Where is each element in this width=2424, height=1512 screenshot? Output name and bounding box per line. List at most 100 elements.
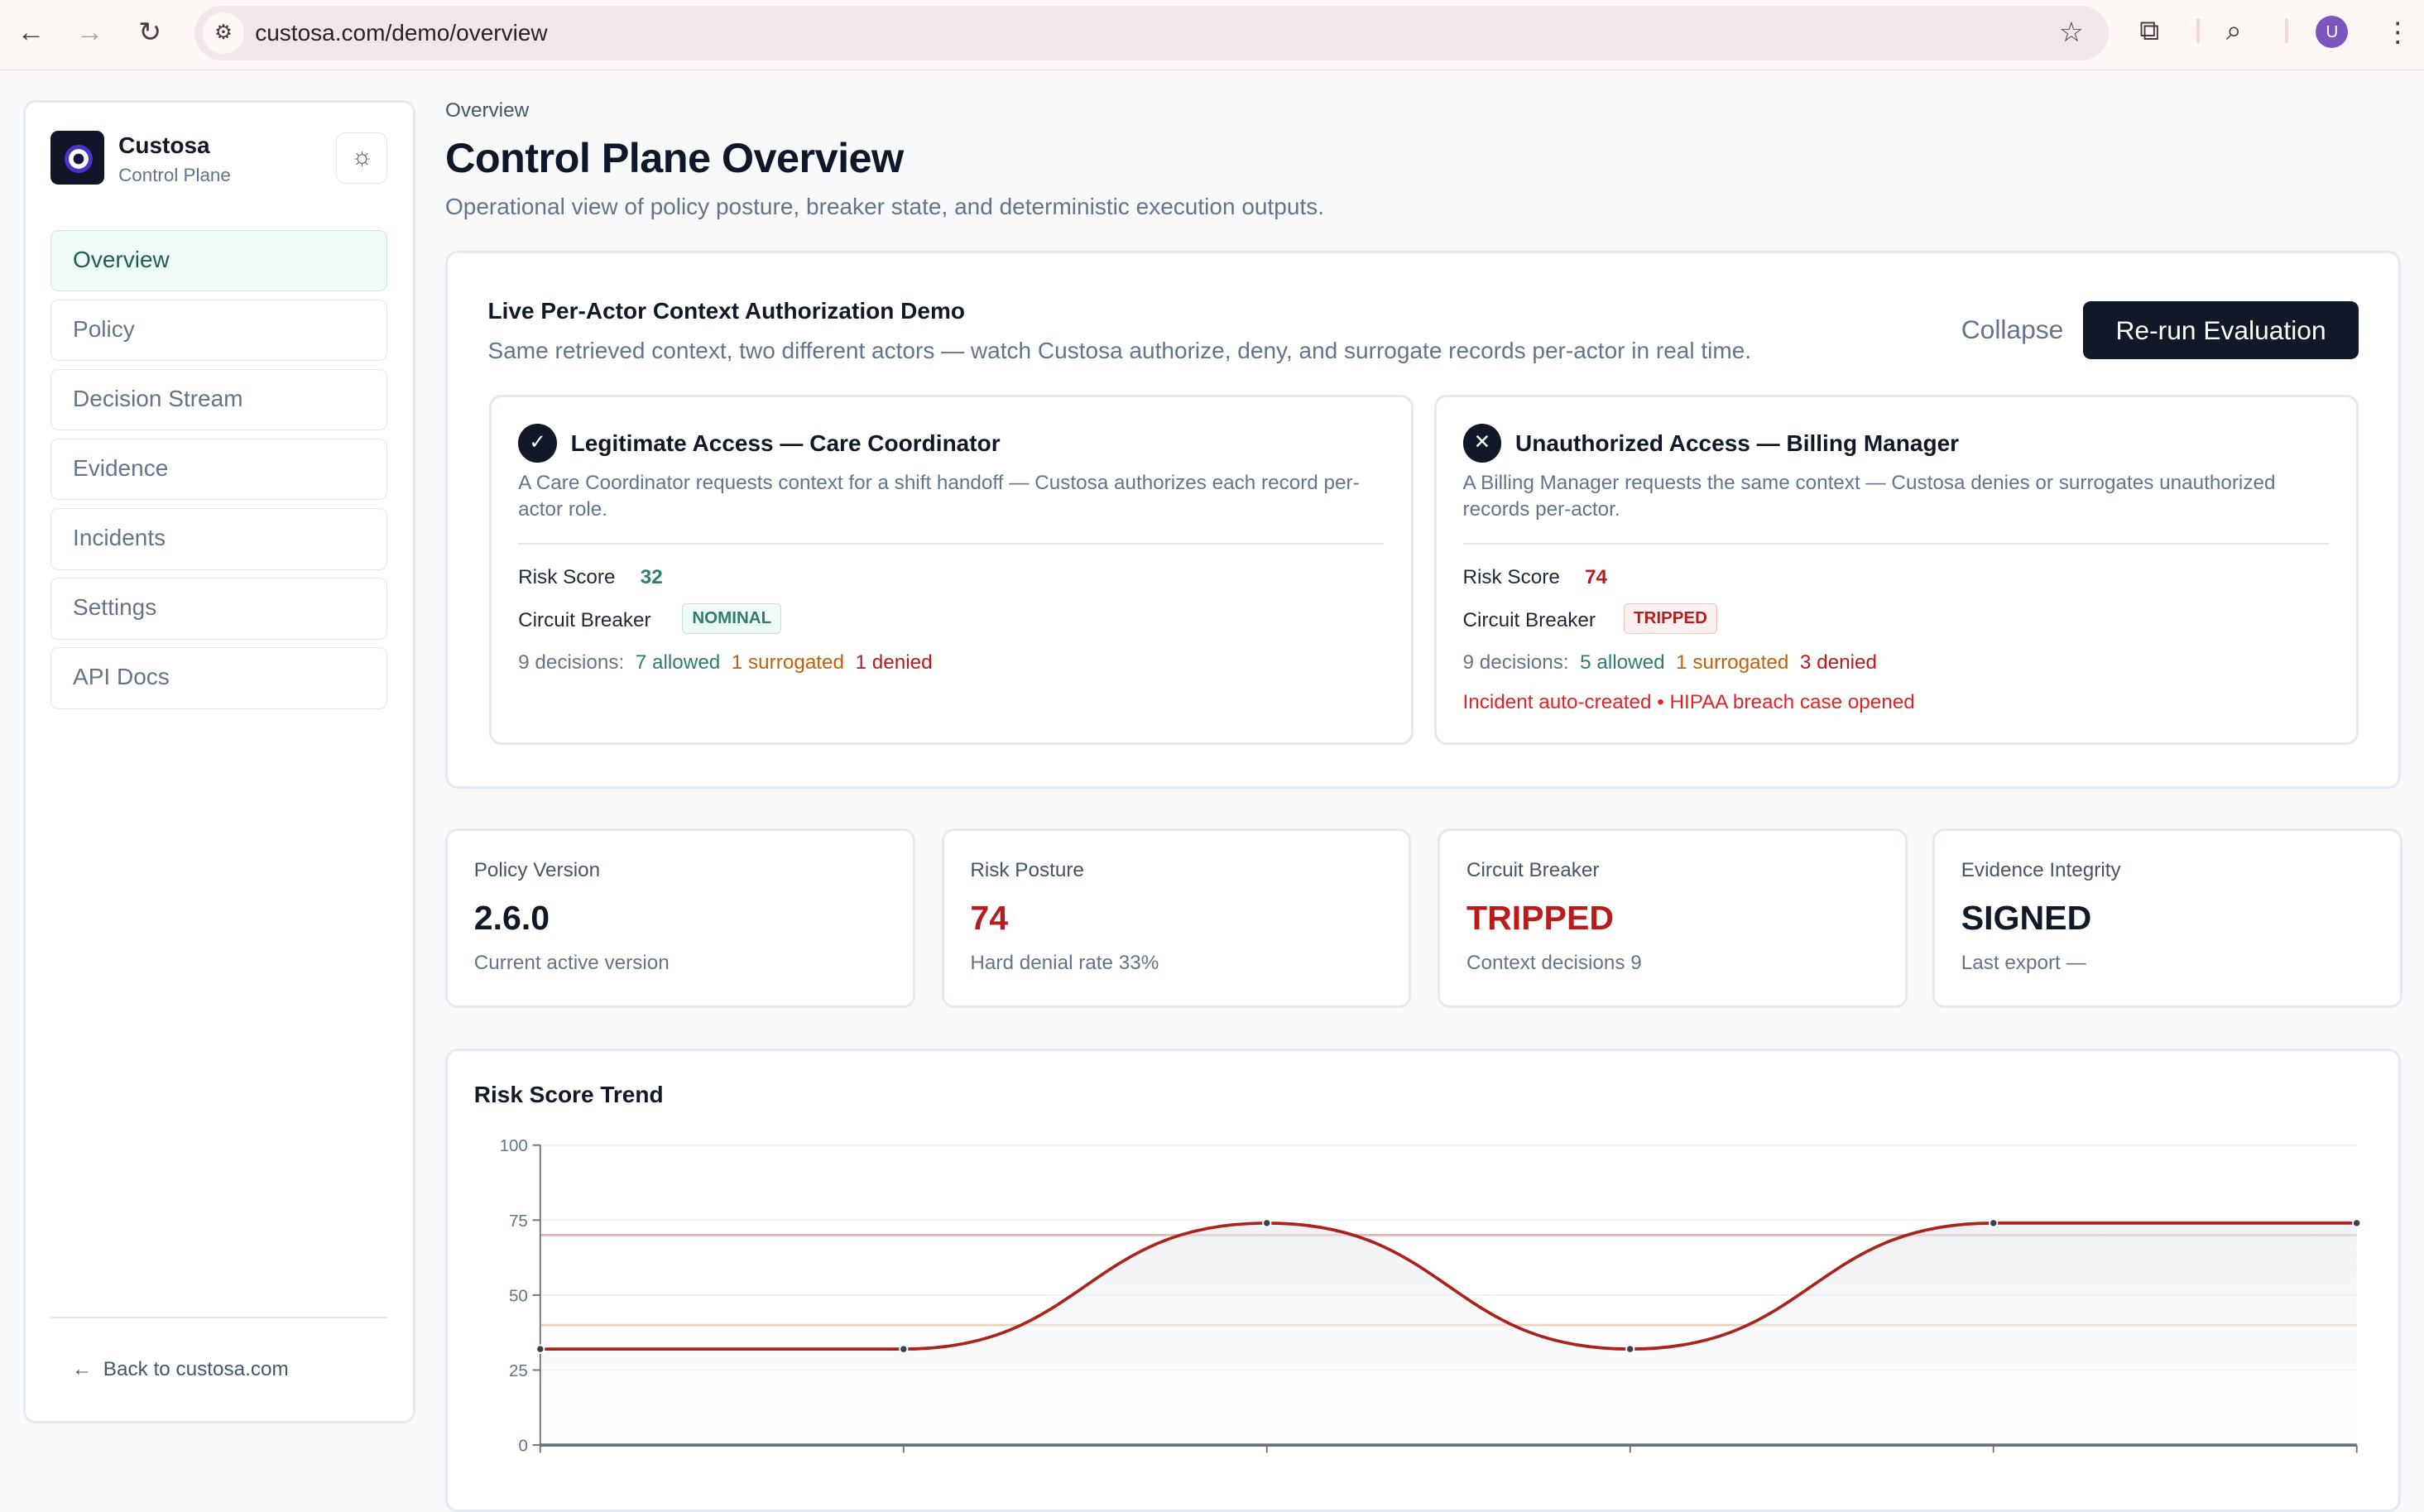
- stat-label: Risk Posture: [970, 858, 1084, 881]
- area-fill: [540, 1222, 2357, 1445]
- stat-card-risk-posture: Risk Posture 74 Hard denial rate 33%: [941, 828, 1412, 1008]
- extensions-icon[interactable]: ⧉: [2139, 15, 2160, 46]
- risk-score-value: 32: [640, 566, 663, 589]
- x-icon: ✕: [1462, 424, 1502, 463]
- actor-title: Legitimate Access — Care Coordinator: [570, 430, 1001, 456]
- chart-title: Risk Score Trend: [473, 1081, 664, 1107]
- actor-description: A Billing Manager requests the same cont…: [1462, 472, 2276, 521]
- y-tick-label: 100: [500, 1136, 528, 1155]
- brand-name: Custosa: [118, 132, 210, 158]
- y-tick-label: 25: [509, 1361, 528, 1380]
- stat-label: Evidence Integrity: [1961, 858, 2121, 881]
- circuit-breaker-label: Circuit Breaker: [518, 609, 651, 632]
- sidebar-item-policy[interactable]: Policy: [50, 299, 388, 362]
- actor-title: Unauthorized Access — Billing Manager: [1515, 430, 1960, 456]
- stat-sub: Hard denial rate 33%: [970, 951, 1159, 974]
- arrow-left-icon: ←: [72, 1358, 103, 1381]
- brand-subtitle: Control Plane: [118, 165, 231, 186]
- divider: [1462, 543, 2329, 545]
- stat-value: 74: [970, 899, 1009, 938]
- address-bar[interactable]: ⚙ custosa.com/demo/overview ☆: [194, 6, 2109, 60]
- stat-card-evidence-integrity: Evidence Integrity SIGNED Last export —: [1932, 828, 2402, 1008]
- sidebar-item-incidents[interactable]: Incidents: [50, 507, 388, 570]
- site-settings-icon[interactable]: ⚙: [202, 12, 245, 55]
- star-icon[interactable]: ☆: [2058, 17, 2085, 48]
- data-point: [535, 1344, 545, 1354]
- stat-sub: Context decisions 9: [1466, 951, 1642, 974]
- collapse-button[interactable]: Collapse: [1961, 314, 2064, 345]
- stat-value: 2.6.0: [473, 899, 550, 938]
- actor-description: A Care Coordinator requests context for …: [518, 472, 1360, 521]
- y-tick-label: 0: [519, 1436, 528, 1455]
- forward-icon[interactable]: →: [75, 17, 104, 48]
- sidebar-item-api-docs[interactable]: API Docs: [50, 646, 388, 709]
- denied-count: 1 denied: [855, 650, 933, 674]
- incident-notice: Incident auto-created • HIPAA breach cas…: [1462, 691, 1915, 714]
- data-point: [1989, 1218, 1999, 1228]
- profile-avatar[interactable]: U: [2316, 15, 2349, 48]
- decisions-label: 9 decisions:: [1462, 650, 1569, 674]
- separator: [2284, 18, 2288, 44]
- decision-summary: 9 decisions: 5 allowed 1 surrogated 3 de…: [1463, 651, 1878, 674]
- back-icon[interactable]: ←: [17, 17, 46, 48]
- check-icon: ✓: [518, 424, 557, 463]
- stat-value: SIGNED: [1961, 899, 2092, 938]
- allowed-count: 7 allowed: [635, 650, 721, 674]
- decisions-label: 9 decisions:: [518, 650, 625, 674]
- sidebar-item-overview[interactable]: Overview: [50, 229, 388, 292]
- series-line: [540, 1221, 2357, 1351]
- status-badge: NOMINAL: [682, 602, 782, 635]
- risk-score-label: Risk Score: [518, 566, 616, 589]
- allowed-count: 5 allowed: [1580, 650, 1665, 674]
- risk-trend-card: Risk Score Trend 100 75 50 25 0: [444, 1048, 2401, 1512]
- url-text[interactable]: custosa.com/demo/overview: [255, 20, 548, 46]
- stat-label: Policy Version: [473, 858, 601, 881]
- circuit-breaker-label: Circuit Breaker: [1462, 609, 1596, 632]
- back-link[interactable]: ← Back to custosa.com: [72, 1358, 289, 1381]
- y-tick-label: 75: [509, 1212, 528, 1231]
- menu-icon[interactable]: ⋮: [2383, 17, 2412, 48]
- risk-score-label: Risk Score: [1462, 566, 1560, 589]
- breadcrumb: Overview: [444, 98, 530, 122]
- surrogated-count: 1 surrogated: [1676, 650, 1789, 674]
- demo-panel: Live Per-Actor Context Authorization Dem…: [444, 250, 2401, 789]
- stat-sub: Current active version: [473, 951, 670, 974]
- risk-score-chart: 100 75 50 25 0: [500, 1136, 2362, 1455]
- reload-icon[interactable]: ↻: [138, 17, 162, 48]
- data-point: [899, 1344, 909, 1354]
- sun-icon: ☼: [350, 142, 373, 170]
- decision-summary: 9 decisions: 7 allowed 1 surrogated 1 de…: [518, 651, 933, 674]
- stat-value: TRIPPED: [1466, 899, 1615, 938]
- page-subtitle: Operational view of policy posture, brea…: [444, 193, 1325, 219]
- surrogated-count: 1 surrogated: [731, 650, 845, 674]
- demo-subtitle: Same retrieved context, two different ac…: [487, 338, 1752, 364]
- data-point: [2352, 1218, 2362, 1228]
- tab-search-icon[interactable]: ⌕: [2225, 15, 2242, 46]
- stat-sub: Last export —: [1961, 951, 2086, 974]
- divider: [518, 543, 1385, 545]
- actor-card-unauthorized: ✕ Unauthorized Access — Billing Manager …: [1433, 395, 2359, 745]
- divider: [50, 1316, 388, 1318]
- status-badge: TRIPPED: [1623, 602, 1718, 635]
- risk-score-value: 74: [1585, 566, 1608, 589]
- browser-toolbar: ← → ↻ ⚙ custosa.com/demo/overview ☆ ⧉ ⌕ …: [0, 0, 2424, 71]
- stat-card-policy-version: Policy Version 2.6.0 Current active vers…: [444, 828, 915, 1008]
- data-point: [1625, 1344, 1635, 1354]
- page-title: Control Plane Overview: [444, 133, 904, 181]
- theme-toggle-button[interactable]: ☼: [336, 132, 388, 184]
- sidebar: Custosa Control Plane ☼ Overview Policy …: [23, 100, 416, 1424]
- separator: [2196, 18, 2201, 44]
- data-point: [1262, 1218, 1272, 1228]
- sidebar-item-evidence[interactable]: Evidence: [50, 438, 388, 501]
- sidebar-item-settings[interactable]: Settings: [50, 577, 388, 640]
- sidebar-item-decision-stream[interactable]: Decision Stream: [50, 368, 388, 431]
- back-link-label: Back to custosa.com: [103, 1358, 289, 1381]
- actor-card-legitimate: ✓ Legitimate Access — Care Coordinator A…: [489, 395, 1414, 745]
- stat-card-circuit-breaker: Circuit Breaker TRIPPED Context decision…: [1438, 828, 1908, 1008]
- denied-count: 3 denied: [1799, 650, 1877, 674]
- rerun-evaluation-button[interactable]: Re-run Evaluation: [2083, 300, 2359, 360]
- stat-label: Circuit Breaker: [1466, 858, 1600, 881]
- y-tick-label: 50: [509, 1286, 528, 1305]
- custosa-logo: [50, 131, 105, 185]
- demo-title: Live Per-Actor Context Authorization Dem…: [487, 297, 965, 324]
